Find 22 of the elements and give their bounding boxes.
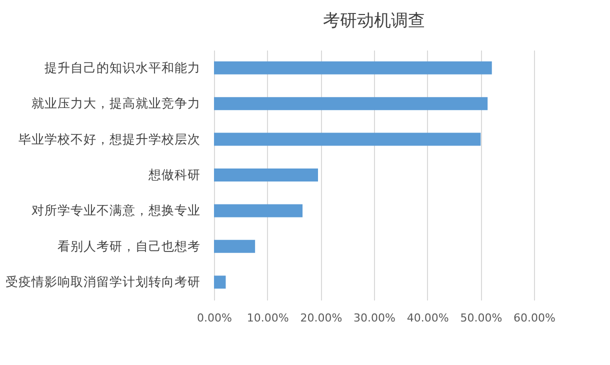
x-tick-label: 0.00% <box>197 312 232 324</box>
x-tick-label: 50.00% <box>460 312 502 324</box>
x-tick-label: 40.00% <box>406 312 449 324</box>
x-tick-label: 20.00% <box>300 312 342 324</box>
bar <box>214 132 481 146</box>
bar <box>214 276 226 289</box>
x-tick-label: 60.00% <box>514 312 556 324</box>
bar <box>214 168 318 182</box>
y-tick-label: 就业压力大，提高就业竞争力 <box>32 96 200 111</box>
y-tick-label: 看别人考研，自己也想考 <box>58 238 200 254</box>
bar <box>214 97 488 110</box>
y-tick-label: 对所学专业不满意，想换专业 <box>32 202 200 218</box>
bar <box>214 61 492 74</box>
y-tick-label: 想做科研 <box>148 167 200 182</box>
y-tick-label: 毕业学校不好，想提升学校层次 <box>18 131 200 146</box>
x-tick-label: 10.00% <box>246 312 289 324</box>
y-tick-label: 受疫情影响取消留学计划转向考研 <box>6 274 200 290</box>
chart-title: 考研动机调查 <box>323 11 425 31</box>
y-tick-label: 提升自己的知识水平和能力 <box>44 60 200 75</box>
x-tick-label: 30.00% <box>354 312 396 324</box>
bar <box>214 204 303 218</box>
bar <box>214 240 256 253</box>
